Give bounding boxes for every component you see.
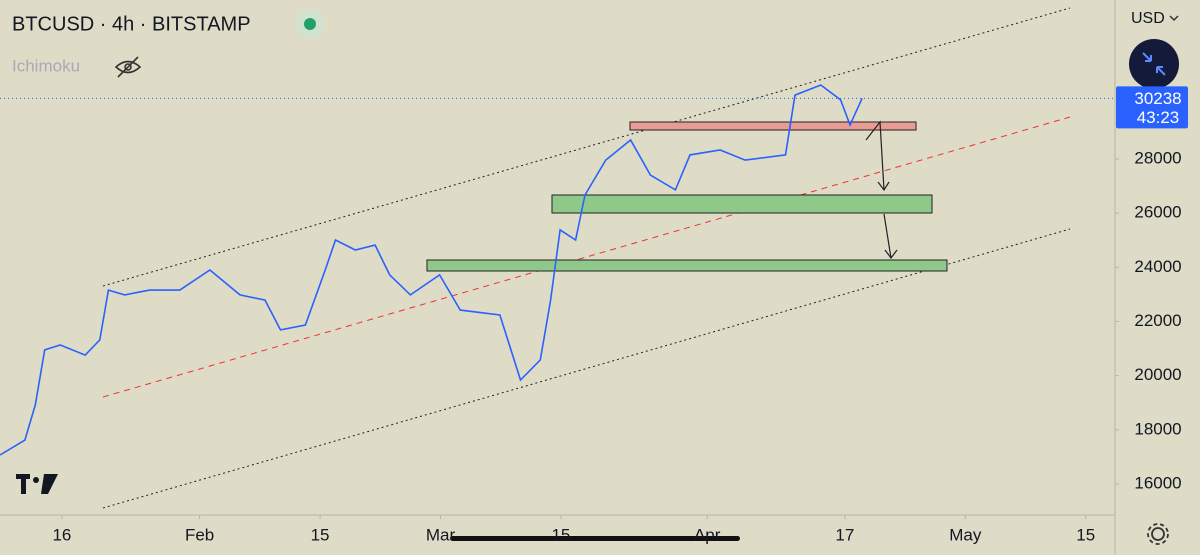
resistance-zone (629, 121, 917, 131)
y-tick-label: 20000 (1134, 365, 1181, 384)
hide-icon[interactable] (114, 56, 142, 78)
y-tick-label: 24000 (1134, 257, 1181, 276)
symbol-title: BTCUSD · 4h · BITSTAMP (12, 13, 251, 35)
tv-logo (16, 474, 58, 494)
drawings (102, 7, 1071, 509)
arrow-head (877, 181, 890, 192)
arrow (865, 120, 885, 191)
countdown-label: 43:23 (1137, 108, 1180, 127)
chevron (1169, 15, 1179, 22)
x-tick-label: Feb (185, 525, 214, 544)
x-tick-label: 15 (311, 525, 330, 544)
arrow-head (884, 249, 898, 259)
x-tick-label: May (949, 525, 982, 544)
support-zone (426, 259, 948, 272)
status-dot (304, 18, 316, 30)
currency-selector[interactable]: USD (1131, 10, 1165, 27)
last-price-label: 30238 (1134, 89, 1181, 108)
arrow (883, 213, 892, 259)
price-line (0, 84, 863, 456)
x-tick-label: 17 (835, 525, 854, 544)
collapse-button[interactable] (1129, 39, 1179, 89)
x-tick-label: 16 (52, 525, 71, 544)
x-tick-label: 15 (1076, 525, 1095, 544)
y-tick-label: 22000 (1134, 311, 1181, 330)
y-tick-label: 28000 (1134, 148, 1181, 167)
y-tick-label: 16000 (1134, 473, 1181, 492)
support-zone (551, 194, 933, 214)
y-tick-label: 26000 (1134, 203, 1181, 222)
home-indicator (450, 536, 740, 541)
settings-icon[interactable] (1147, 523, 1169, 545)
x-tick-label: 15 (551, 525, 570, 544)
channel-mid (102, 116, 1071, 398)
indicator-label[interactable]: Ichimoku (12, 56, 80, 75)
y-tick-label: 18000 (1134, 419, 1181, 438)
collapse-icon (1142, 52, 1166, 76)
x-tick-label: Apr (694, 525, 721, 544)
last-price-box (1116, 86, 1188, 129)
x-tick-label: Mar (426, 525, 456, 544)
